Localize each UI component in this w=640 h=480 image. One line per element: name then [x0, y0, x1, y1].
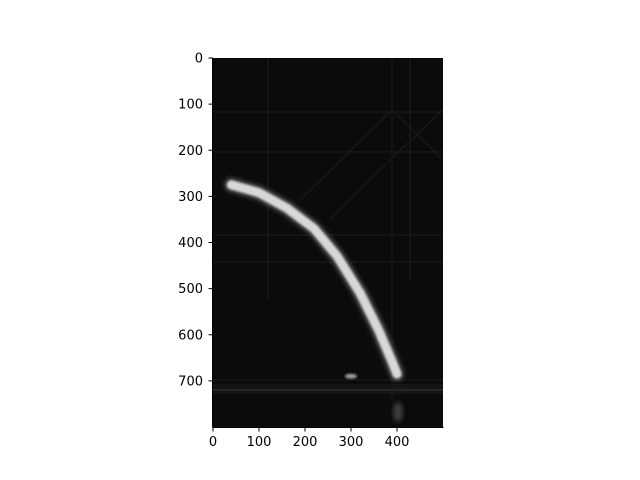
- x-ticks: 0 100 200 300 400: [209, 427, 410, 450]
- axes: 0 100 200 300 400 0 100 200 300 400 500 600 700: [178, 52, 444, 450]
- streak: [226, 180, 402, 379]
- x-tick-label: 100: [247, 435, 272, 450]
- y-tick-label: 400: [178, 236, 203, 251]
- y-tick-label: 600: [178, 328, 203, 343]
- x-tick-label: 200: [293, 435, 318, 450]
- x-tick-label: 0: [209, 435, 217, 450]
- y-ticks: 0 100 200 300 400 500 600 700: [178, 52, 213, 389]
- y-tick-label: 200: [178, 144, 203, 159]
- y-tick-label: 0: [195, 52, 203, 67]
- x-tick-label: 400: [385, 435, 410, 450]
- reflection: [393, 402, 403, 422]
- x-tick-label: 300: [339, 435, 364, 450]
- y-tick-label: 100: [178, 98, 203, 113]
- grayscale-image: [213, 58, 443, 427]
- y-tick-label: 500: [178, 282, 203, 297]
- floor-band: [213, 384, 443, 394]
- y-tick-label: 300: [178, 190, 203, 205]
- y-tick-label: 700: [178, 374, 203, 389]
- small-blob: [345, 373, 357, 379]
